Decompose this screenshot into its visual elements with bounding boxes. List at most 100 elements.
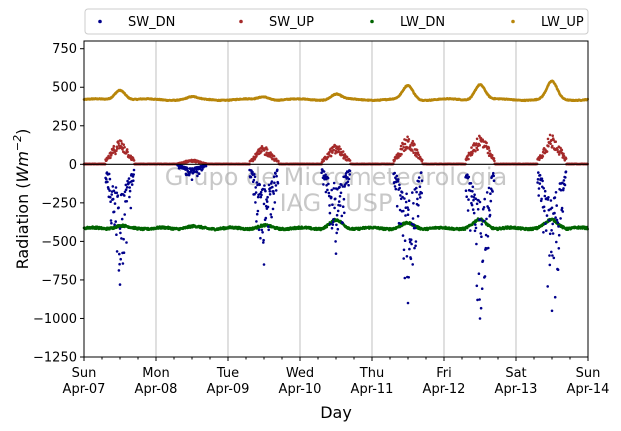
sw-dn-point <box>340 214 344 218</box>
sw-dn-point <box>404 200 408 204</box>
sw-dn-point <box>401 234 405 237</box>
sw-dn-point <box>128 195 131 199</box>
sw-dn-point <box>266 205 270 209</box>
sw-dn-point <box>255 181 259 184</box>
sw-dn-point <box>418 185 422 188</box>
sw-dn-point <box>399 194 402 197</box>
sw-dn-point <box>254 186 257 189</box>
sw-dn-point <box>132 179 135 182</box>
sw-dn-point <box>325 184 328 187</box>
sw-dn-point <box>322 183 325 186</box>
sw-up-point <box>331 151 334 154</box>
sw-up-point <box>415 148 419 152</box>
sw-dn-point <box>492 171 495 175</box>
sw-dn-point <box>466 209 470 212</box>
sw-dn-point <box>488 208 491 212</box>
sw-up-point <box>338 145 341 148</box>
sw-up-point <box>416 151 420 154</box>
sw-dn-point <box>114 186 118 189</box>
sw-dn-point <box>344 174 348 177</box>
sw-dn-point <box>398 183 401 187</box>
sw-dn-point <box>408 247 411 251</box>
sw-dn-point <box>116 194 120 197</box>
sw-up-point <box>271 157 275 161</box>
sw-dn-point <box>109 195 112 199</box>
sw-dn-point <box>111 185 115 188</box>
sw-up-point <box>277 159 280 163</box>
sw-dn-point <box>403 197 406 200</box>
sw-dn-point <box>481 259 485 263</box>
y-tick-label: 0 <box>69 158 77 173</box>
sw-dn-point <box>420 171 423 174</box>
sw-dn-point <box>118 283 122 286</box>
y-tick-label: 500 <box>52 81 77 96</box>
sw-up-point <box>486 151 490 155</box>
x-tick-label-day: Sun <box>576 366 601 381</box>
sw-dn-point <box>408 240 412 244</box>
sw-dn-point <box>190 178 194 181</box>
sw-dn-point <box>472 195 476 199</box>
sw-dn-point <box>259 236 262 240</box>
sw-up-point <box>406 135 409 139</box>
sw-dn-point <box>489 199 493 203</box>
sw-dn-point <box>259 195 263 199</box>
legend: SW_DN SW_UP LW_DN LW_UP <box>84 8 589 35</box>
sw-dn-point <box>417 204 420 207</box>
sw-up-point <box>551 134 554 137</box>
sw-dn-point <box>331 223 335 226</box>
sw-dn-point <box>347 177 351 181</box>
sw-up-point <box>409 143 412 147</box>
x-tick-label-date: Apr-07 <box>63 382 106 397</box>
sw-dn-point <box>262 202 266 206</box>
sw-up-point <box>474 149 477 153</box>
sw-dn-point <box>551 232 555 235</box>
sw-dn-point <box>471 208 475 211</box>
sw-dn-point <box>477 272 481 276</box>
sw-up-point <box>265 151 269 154</box>
sw-dn-point <box>409 238 413 241</box>
x-tick-label-day: Mon <box>142 366 169 381</box>
sw-dn-point <box>551 222 554 226</box>
y-tick-label: −250 <box>41 196 77 211</box>
sw-dn-point <box>403 239 407 242</box>
y-axis-title-exp: −2 <box>11 135 24 151</box>
sw-dn-point <box>253 175 257 179</box>
sw-dn-point <box>107 187 110 190</box>
y-axis-title-text: Radiation <box>13 194 32 270</box>
sw-dn-point <box>550 206 554 210</box>
sw-dn-point <box>341 221 344 225</box>
sw-up-point <box>476 148 479 152</box>
sw-up-point <box>345 155 349 159</box>
x-tick-label-date: Apr-11 <box>351 382 394 397</box>
sw-dn-point <box>418 193 421 196</box>
sw-dn-point <box>475 242 478 246</box>
sw-up-point <box>479 136 483 140</box>
sw-up-point <box>112 144 116 148</box>
sw-up-point <box>404 148 407 152</box>
sw-dn-point <box>132 173 135 176</box>
sw-up-point <box>329 154 333 158</box>
sw-up-point <box>545 150 549 153</box>
sw-dn-point <box>324 173 327 176</box>
sw-dn-point <box>464 189 468 192</box>
sw-dn-point <box>416 214 420 218</box>
sw-dn-point <box>406 206 409 209</box>
sw-dn-point <box>271 207 275 211</box>
sw-up-point <box>403 142 407 146</box>
sw-up-point <box>541 155 545 158</box>
sw-dn-point <box>118 262 121 266</box>
sw-dn-point <box>467 198 470 201</box>
sw-dn-point <box>123 190 127 194</box>
sw-dn-point <box>556 221 560 224</box>
sw-up-point <box>411 149 414 152</box>
y-axis: −1250 −1000 −750 −500 −250 0 250 500 750 <box>33 42 84 366</box>
sw-up-point <box>549 142 552 145</box>
sw-dn-point <box>560 206 564 210</box>
sw-dn-point <box>267 228 271 232</box>
sw-dn-point <box>492 179 496 182</box>
y-tick-label: 250 <box>52 119 77 134</box>
sw-up-point <box>410 141 414 145</box>
sw-dn-point <box>485 191 489 194</box>
sw-dn-point <box>398 186 402 190</box>
sw-dn-point <box>405 254 409 258</box>
